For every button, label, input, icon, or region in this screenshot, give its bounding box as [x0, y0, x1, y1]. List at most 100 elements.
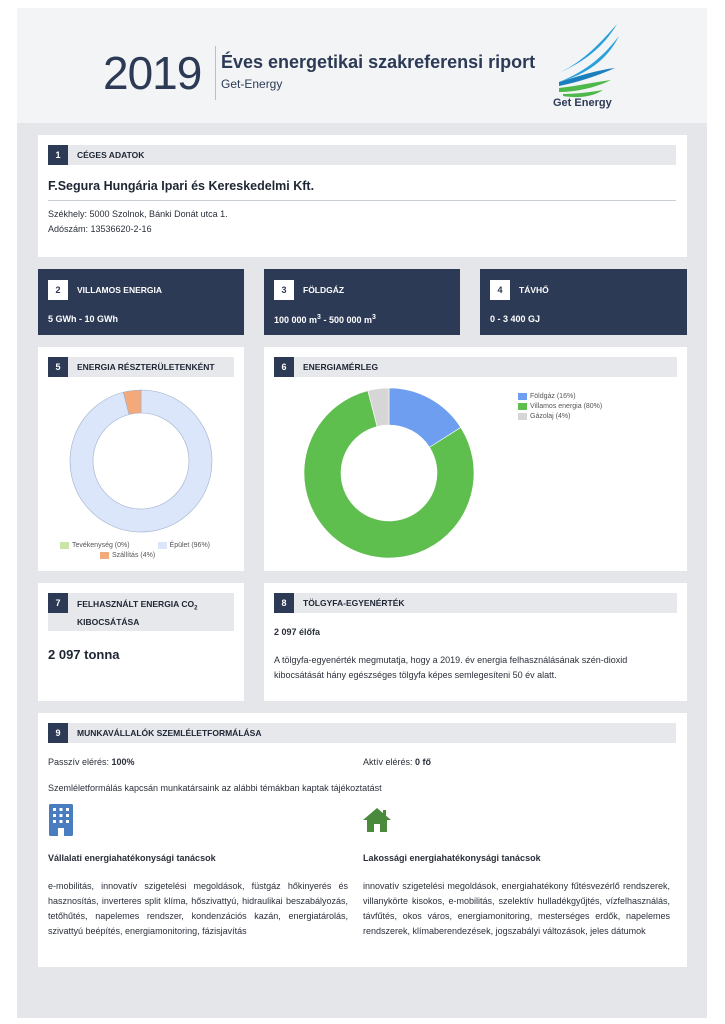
report-page: 2019 Éves energetikai szakreferensi ripo…: [17, 8, 707, 1018]
corporate-tips-title: Vállalati energiahatékonysági tanácsok: [48, 853, 216, 863]
corporate-tips-text: e-mobilitás, innovatív szigetelési megol…: [48, 881, 348, 936]
section-title: FÖLDGÁZ: [303, 285, 345, 295]
get-energy-logo: [559, 24, 619, 98]
legend-swatch: [518, 413, 527, 420]
district-heat-section-header: 4 TÁVHŐ: [490, 280, 677, 300]
passive-reach: Passzív elérés: 100%: [48, 757, 135, 767]
oak-equivalent-card: 8 TÖLGYFA-EGYENÉRTÉK 2 097 élőfa A tölgy…: [264, 583, 687, 701]
oak-section-header: 8 TÖLGYFA-EGYENÉRTÉK: [274, 593, 677, 613]
legend-label: Földgáz (16%): [530, 393, 576, 400]
section-number: 6: [274, 357, 294, 377]
section-number: 7: [48, 593, 68, 613]
section-title: MUNKAVÁLLALÓK SZEMLÉLETFORMÁLÁSA: [77, 728, 262, 738]
awareness-intro: Szemléletformálás kapcsán munkatársaink …: [48, 783, 382, 793]
section-title: TÁVHŐ: [519, 285, 549, 295]
section-number: 8: [274, 593, 294, 613]
section-title: ENERGIAMÉRLEG: [303, 362, 379, 372]
section-number: 4: [490, 280, 510, 300]
report-subtitle: Get-Energy: [221, 77, 283, 91]
report-header: 2019 Éves energetikai szakreferensi ripo…: [17, 8, 707, 123]
donut-slice: [303, 390, 475, 559]
company-name: F.Segura Hungária Ipari és Kereskedelmi …: [48, 179, 315, 193]
household-tips-title: Lakossági energiahatékonysági tanácsok: [363, 853, 541, 863]
legend-swatch: [60, 542, 69, 549]
legend-item: Villamos energia (80%): [518, 403, 602, 410]
legend-label: Épület (96%): [169, 542, 210, 549]
district-heat-card: 4 TÁVHŐ 0 - 3 400 GJ: [480, 269, 687, 335]
passive-reach-value: 100%: [111, 757, 135, 767]
report-title: Éves energetikai szakreferensi riport: [221, 52, 536, 72]
house-icon: [363, 808, 391, 832]
active-reach: Aktív elérés: 0 fő: [363, 757, 431, 767]
company-card: 1 CÉGES ADATOK F.Segura Hungária Ipari é…: [38, 135, 687, 257]
logo-wordmark: Get Energy: [553, 97, 612, 109]
section-number: 1: [48, 145, 68, 165]
legend-swatch: [157, 542, 167, 549]
co2-subscript: 2: [194, 605, 198, 612]
electricity-section-header: 2 VILLAMOS ENERGIA: [48, 280, 234, 300]
co2-emission-card: 7 FELHASZNÁLT ENERGIA CO2 KIBOCSÁTÁSA 2 …: [38, 583, 244, 701]
company-section-header: 1 CÉGES ADATOK: [48, 145, 676, 165]
co2-value: 2 097 tonna: [48, 647, 120, 662]
section-title: ENERGIA RÉSZTERÜLETENKÉNT: [77, 362, 215, 372]
section-title: VILLAMOS ENERGIA: [77, 285, 163, 295]
energy-by-area-section-header: 5 ENERGIA RÉSZTERÜLETENKÉNT: [48, 357, 234, 377]
co2-section-header: 7 FELHASZNÁLT ENERGIA CO2 KIBOCSÁTÁSA: [48, 593, 234, 631]
section-title-part: FELHASZNÁLT ENERGIA CO: [77, 599, 195, 609]
energy-by-area-card: 5 ENERGIA RÉSZTERÜLETENKÉNT Tevékenység …: [38, 347, 244, 571]
oak-description: A tölgyfa-egyenérték megmutatja, hogy a …: [274, 655, 628, 680]
awareness-section-header: 9 MUNKAVÁLLALÓK SZEMLÉLETFORMÁLÁSA: [48, 723, 676, 743]
donut-slice: [122, 389, 142, 415]
oak-value: 2 097 élőfa: [274, 627, 321, 637]
section-title: FELHASZNÁLT ENERGIA CO2: [77, 599, 197, 612]
header-divider: [215, 46, 216, 100]
section-number: 3: [274, 280, 294, 300]
legend-swatch: [100, 552, 109, 559]
energy-by-area-donut-chart: [69, 389, 213, 533]
legend-swatch: [518, 403, 527, 410]
legend-item: Gázolaj (4%): [518, 413, 602, 420]
gas-value: 100 000 m3 - 500 000 m3: [274, 314, 376, 325]
active-reach-value: 0 fő: [415, 757, 432, 767]
report-year: 2019: [103, 47, 202, 99]
section-title: CÉGES ADATOK: [77, 150, 145, 160]
energy-by-area-legend: Tevékenység (0%) Épület (96%) Szállítás …: [58, 542, 228, 559]
electricity-card: 2 VILLAMOS ENERGIA 5 GWh - 10 GWh: [38, 269, 244, 335]
gas-card: 3 FÖLDGÁZ 100 000 m3 - 500 000 m3: [264, 269, 460, 335]
legend-item: Tevékenység (0%): [60, 542, 130, 549]
donut-slice: [367, 387, 390, 427]
passive-reach-label: Passzív elérés:: [48, 757, 112, 767]
section-number: 2: [48, 280, 68, 300]
energy-balance-donut-chart: [303, 387, 475, 559]
donut-slice: [69, 389, 213, 533]
section-title-line2: KIBOCSÁTÁSA: [77, 617, 140, 627]
legend-label: Szállítás (4%): [112, 552, 156, 559]
company-address: Székhely: 5000 Szolnok, Bánki Donát utca…: [48, 209, 228, 219]
office-building-icon: [49, 804, 73, 836]
legend-label: Tevékenység (0%): [72, 542, 130, 549]
active-reach-label: Aktív elérés:: [363, 757, 416, 767]
electricity-value: 5 GWh - 10 GWh: [48, 314, 119, 324]
gas-value-max: - 500 000 m: [320, 315, 372, 325]
section-title: TÖLGYFA-EGYENÉRTÉK: [303, 598, 405, 608]
company-tax-number: Adószám: 13536620-2-16: [48, 224, 152, 234]
legend-item: Földgáz (16%): [518, 393, 602, 400]
legend-label: Gázolaj (4%): [530, 413, 571, 420]
divider: [48, 200, 676, 201]
energy-balance-card: 6 ENERGIAMÉRLEG Földgáz (16%) Villamos e…: [264, 347, 687, 571]
legend-swatch: [518, 393, 527, 400]
legend-item: Szállítás (4%): [100, 552, 228, 559]
energy-balance-legend: Földgáz (16%) Villamos energia (80%) Gáz…: [518, 393, 602, 420]
energy-balance-section-header: 6 ENERGIAMÉRLEG: [274, 357, 677, 377]
gas-unit-exponent: 3: [317, 314, 321, 321]
legend-label: Villamos energia (80%): [530, 403, 603, 410]
gas-unit-exponent: 3: [372, 314, 376, 321]
section-number: 9: [48, 723, 68, 743]
district-heat-value: 0 - 3 400 GJ: [490, 314, 541, 324]
section-number: 5: [48, 357, 68, 377]
legend-item: Épület (96%): [157, 542, 210, 549]
household-tips-text: innovatív szigetelési megoldások, energi…: [363, 881, 670, 936]
awareness-card: 9 MUNKAVÁLLALÓK SZEMLÉLETFORMÁLÁSA Passz…: [38, 713, 687, 967]
gas-section-header: 3 FÖLDGÁZ: [274, 280, 450, 300]
gas-value-min: 100 000 m: [274, 315, 318, 325]
